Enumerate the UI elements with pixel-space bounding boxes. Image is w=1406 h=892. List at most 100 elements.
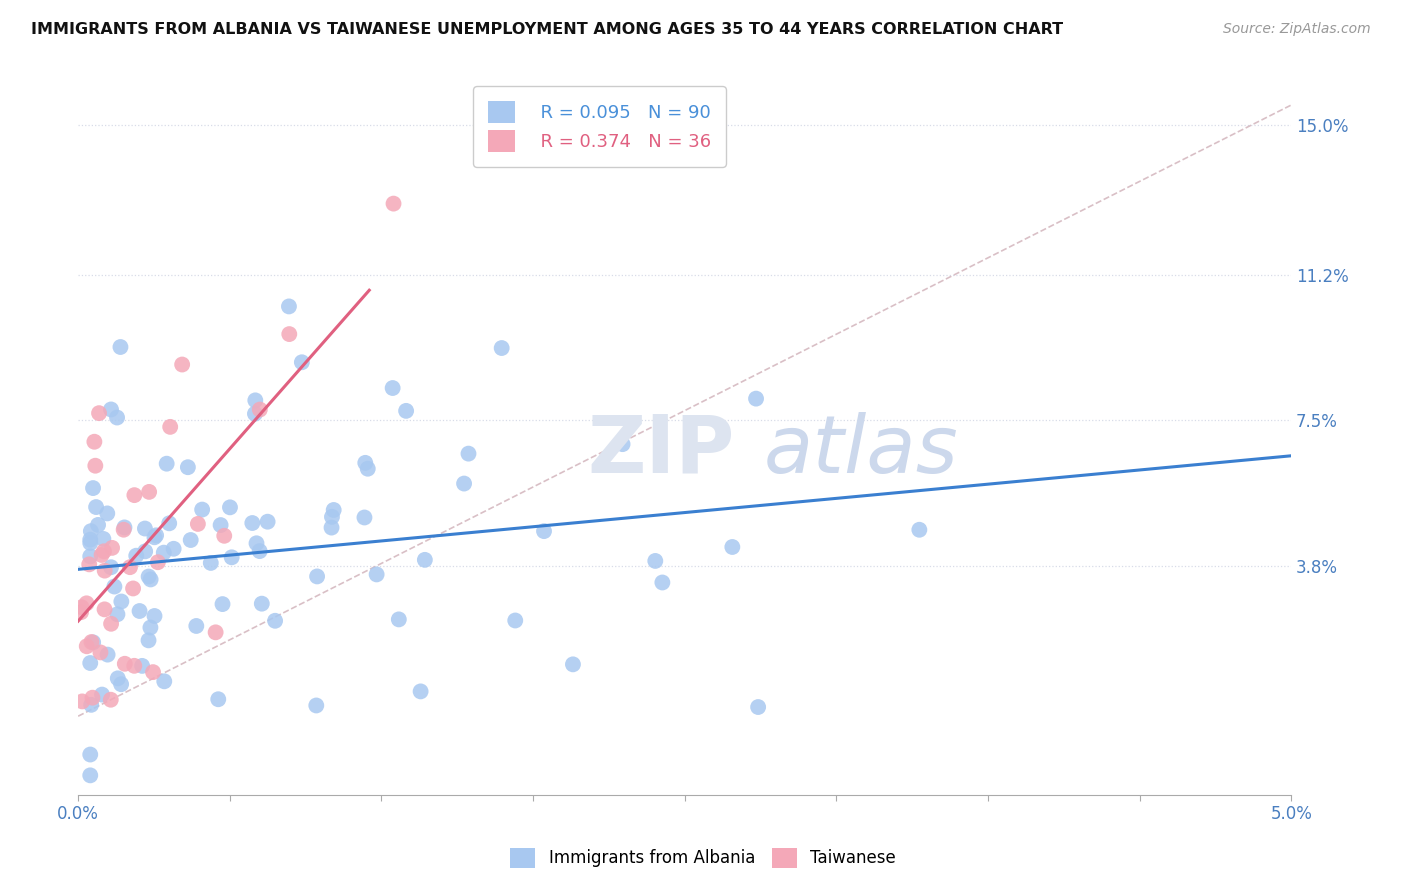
Point	[124, 488, 146, 502]
Point	[110, 340, 132, 354]
Point	[409, 684, 432, 698]
Point	[89, 645, 111, 659]
Point	[96, 507, 118, 521]
Point	[453, 476, 475, 491]
Point	[366, 567, 388, 582]
Point	[93, 532, 115, 546]
Point	[651, 575, 673, 590]
Point	[256, 515, 278, 529]
Point	[562, 657, 585, 672]
Point	[221, 550, 243, 565]
Point	[101, 541, 124, 555]
Point	[152, 546, 174, 560]
Point	[249, 544, 271, 558]
Point	[107, 671, 129, 685]
Point	[395, 404, 418, 418]
Point	[209, 518, 232, 533]
Point	[381, 381, 404, 395]
Legend:   R = 0.095   N = 90,   R = 0.374   N = 36: R = 0.095 N = 90, R = 0.374 N = 36	[474, 87, 725, 167]
Point	[70, 600, 93, 615]
Point	[153, 674, 176, 689]
Point	[382, 196, 405, 211]
Point	[156, 457, 179, 471]
Text: Source: ZipAtlas.com: Source: ZipAtlas.com	[1223, 22, 1371, 37]
Point	[93, 544, 115, 558]
Point	[186, 619, 208, 633]
Point	[191, 502, 214, 516]
Point	[77, 558, 100, 572]
Point	[177, 460, 200, 475]
Point	[70, 605, 93, 619]
Point	[200, 556, 222, 570]
Point	[457, 447, 479, 461]
Point	[103, 580, 125, 594]
Point	[82, 635, 104, 649]
Point	[80, 635, 103, 649]
Point	[212, 529, 235, 543]
Point	[105, 410, 128, 425]
Legend: Immigrants from Albania, Taiwanese: Immigrants from Albania, Taiwanese	[503, 841, 903, 875]
Point	[143, 609, 166, 624]
Point	[240, 516, 263, 530]
Point	[745, 392, 768, 406]
Point	[128, 604, 150, 618]
Point	[388, 612, 411, 626]
Point	[644, 554, 666, 568]
Point	[84, 458, 107, 473]
Point	[305, 698, 328, 713]
Point	[245, 393, 267, 408]
Point	[93, 564, 115, 578]
Point	[908, 523, 931, 537]
Point	[139, 621, 162, 635]
Point	[79, 768, 101, 782]
Point	[533, 524, 555, 538]
Point	[80, 524, 103, 538]
Point	[79, 549, 101, 564]
Point	[122, 582, 145, 596]
Point	[138, 569, 160, 583]
Point	[503, 614, 526, 628]
Point	[138, 484, 160, 499]
Point	[138, 633, 160, 648]
Point	[76, 640, 98, 654]
Point	[491, 341, 513, 355]
Point	[159, 420, 181, 434]
Point	[250, 597, 273, 611]
Point	[131, 659, 153, 673]
Point	[114, 657, 136, 671]
Point	[70, 694, 93, 708]
Point	[157, 516, 180, 531]
Point	[134, 522, 156, 536]
Point	[146, 555, 169, 569]
Point	[353, 510, 375, 524]
Point	[79, 533, 101, 547]
Point	[264, 614, 287, 628]
Point	[97, 648, 120, 662]
Text: IMMIGRANTS FROM ALBANIA VS TAIWANESE UNEMPLOYMENT AMONG AGES 35 TO 44 YEARS CORR: IMMIGRANTS FROM ALBANIA VS TAIWANESE UNE…	[31, 22, 1063, 37]
Point	[139, 573, 162, 587]
Point	[278, 300, 301, 314]
Text: ZIP: ZIP	[588, 411, 735, 490]
Point	[245, 536, 267, 550]
Point	[110, 677, 132, 691]
Point	[84, 500, 107, 514]
Point	[125, 549, 148, 563]
Point	[291, 355, 314, 369]
Point	[142, 665, 165, 680]
Point	[243, 407, 266, 421]
Point	[87, 517, 110, 532]
Point	[747, 700, 769, 714]
Point	[143, 530, 166, 544]
Point	[307, 569, 329, 583]
Point	[413, 553, 436, 567]
Point	[207, 692, 229, 706]
Point	[80, 698, 103, 712]
Text: atlas: atlas	[763, 411, 959, 490]
Point	[100, 402, 122, 417]
Point	[83, 434, 105, 449]
Point	[219, 500, 242, 515]
Point	[145, 528, 167, 542]
Point	[79, 656, 101, 670]
Point	[100, 560, 122, 574]
Point	[354, 456, 377, 470]
